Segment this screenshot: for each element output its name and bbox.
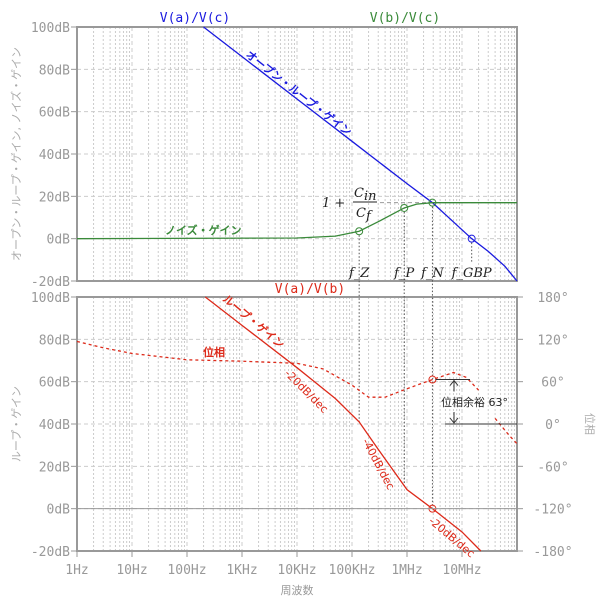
noise-gain-line — [76, 202, 517, 240]
bottom-y-tick-label: 20dB — [39, 460, 70, 475]
x-tick-label: 100Hz — [167, 563, 206, 578]
bottom-y-tick-label: 100dB — [31, 291, 70, 306]
arrow-down-head — [449, 417, 459, 424]
slope-label-3: -20dB/dec — [426, 514, 477, 560]
bottom-y-tick-label: 40dB — [39, 418, 70, 433]
noise-gain-formula: 1 + C in C f — [322, 186, 377, 224]
marker-circle — [400, 203, 409, 212]
marker-circle — [467, 234, 476, 243]
slope-label-2: -40dB/dec — [359, 436, 397, 492]
formula-one-plus: 1 + — [322, 196, 345, 211]
x-tick-label: 10KHz — [277, 563, 316, 578]
top-y-tick-label: 60dB — [39, 106, 70, 121]
marker-label-p: f_P — [393, 266, 414, 281]
x-axis-label: 周波数 — [281, 584, 314, 597]
series-title-noise-gain: V(b)/V(c) — [370, 11, 440, 26]
right-y-tick-label: 0° — [545, 418, 561, 433]
right-y-tick-label: -60° — [537, 460, 568, 475]
bottom-y-tick-label: 80dB — [39, 333, 70, 348]
top-y-tick-label: 80dB — [39, 63, 70, 78]
right-y-tick-label: 60° — [541, 376, 564, 391]
arrow-up-head — [449, 379, 459, 386]
marker-label-z: f_Z — [348, 266, 370, 281]
noise-gain-label: ノイズ・ゲイン — [165, 223, 241, 237]
top-y-tick-label: 0dB — [47, 233, 71, 248]
bottom-y-tick-label: 60dB — [39, 376, 70, 391]
right-y-tick-label: 120° — [537, 333, 568, 348]
x-tick-label: 10Hz — [116, 563, 147, 578]
marker-circle — [428, 198, 437, 207]
top-y-tick-label: 20dB — [39, 190, 70, 205]
open-loop-label: オープン・ループ・ゲイン — [243, 47, 354, 138]
open-loop-gain-line — [203, 26, 518, 282]
top-y-tick-label: -20dB — [31, 275, 70, 290]
x-tick-label: 1KHz — [226, 563, 257, 578]
right-y-tick-label: 180° — [537, 291, 568, 306]
marker-circle — [355, 227, 364, 236]
loop-gain-line — [204, 296, 482, 552]
phase-label: 位相 — [203, 345, 225, 359]
series-title-open-loop: V(a)/V(c) — [160, 11, 230, 26]
phase-line-tail — [494, 417, 518, 445]
bottom-y-tick-label: 0dB — [47, 503, 71, 518]
right-y-tick-label: -120° — [533, 503, 572, 518]
series-title-loop-gain: V(a)/V(b) — [275, 282, 345, 297]
bottom-y-tick-label: -20dB — [31, 545, 70, 560]
formula-den-sub: f — [365, 209, 373, 224]
bottom-y-axis-label: ループ・ゲイン — [10, 386, 23, 462]
phase-line — [76, 340, 480, 398]
formula-num: C — [354, 186, 364, 201]
right-y-axis-label: 位相 — [583, 413, 597, 435]
top-y-tick-label: 100dB — [31, 21, 70, 36]
x-tick-label: 100KHz — [329, 563, 376, 578]
top-y-axis-label: オープン・ループ・ゲイン, ノイズ・ゲイン — [9, 47, 23, 261]
formula-num-sub: in — [364, 189, 377, 204]
x-tick-label: 1Hz — [65, 563, 88, 578]
right-y-tick-label: -180° — [533, 545, 572, 560]
marker-label-n: f_N — [420, 266, 444, 281]
marker-label-gbp: f_GBP — [451, 266, 492, 281]
x-tick-label: 10MHz — [442, 563, 481, 578]
x-tick-label: 1MHz — [391, 563, 422, 578]
phase-margin-label: 位相余裕 63° — [441, 395, 508, 409]
top-y-tick-label: 40dB — [39, 148, 70, 163]
formula-den: C — [356, 206, 366, 221]
